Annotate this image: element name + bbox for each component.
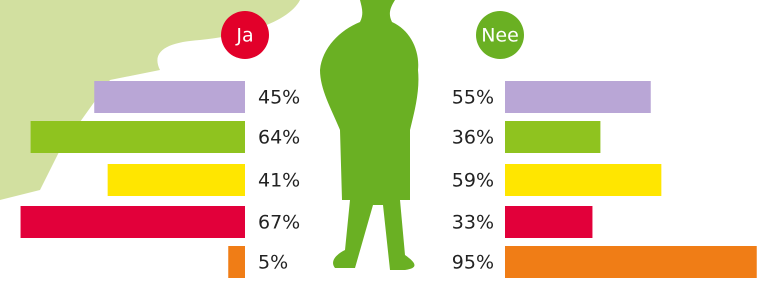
value-label: 59% [452,170,494,192]
silhouette [320,0,418,270]
value-label: 36% [452,127,494,149]
value-label: 41% [258,170,300,192]
bar [94,81,245,113]
value-label: 45% [258,87,300,109]
legend-label: Ja [235,25,253,47]
bar [505,81,651,113]
bar [228,246,245,278]
value-label: 33% [452,212,494,234]
bar [505,121,600,153]
bar [505,206,592,238]
value-label: 55% [452,87,494,109]
bar [108,164,245,196]
bar [505,246,757,278]
bar [21,206,245,238]
bar [31,121,245,153]
value-label: 67% [258,212,300,234]
chart: Ja 45% 64% 41% 67% 5% Nee 55% 36% 59% 33% 95% [0,0,778,281]
bar [505,164,661,196]
value-label: 64% [258,127,300,149]
value-label: 95% [452,252,494,274]
value-label: 5% [258,252,288,274]
legend-label: Nee [481,25,519,47]
